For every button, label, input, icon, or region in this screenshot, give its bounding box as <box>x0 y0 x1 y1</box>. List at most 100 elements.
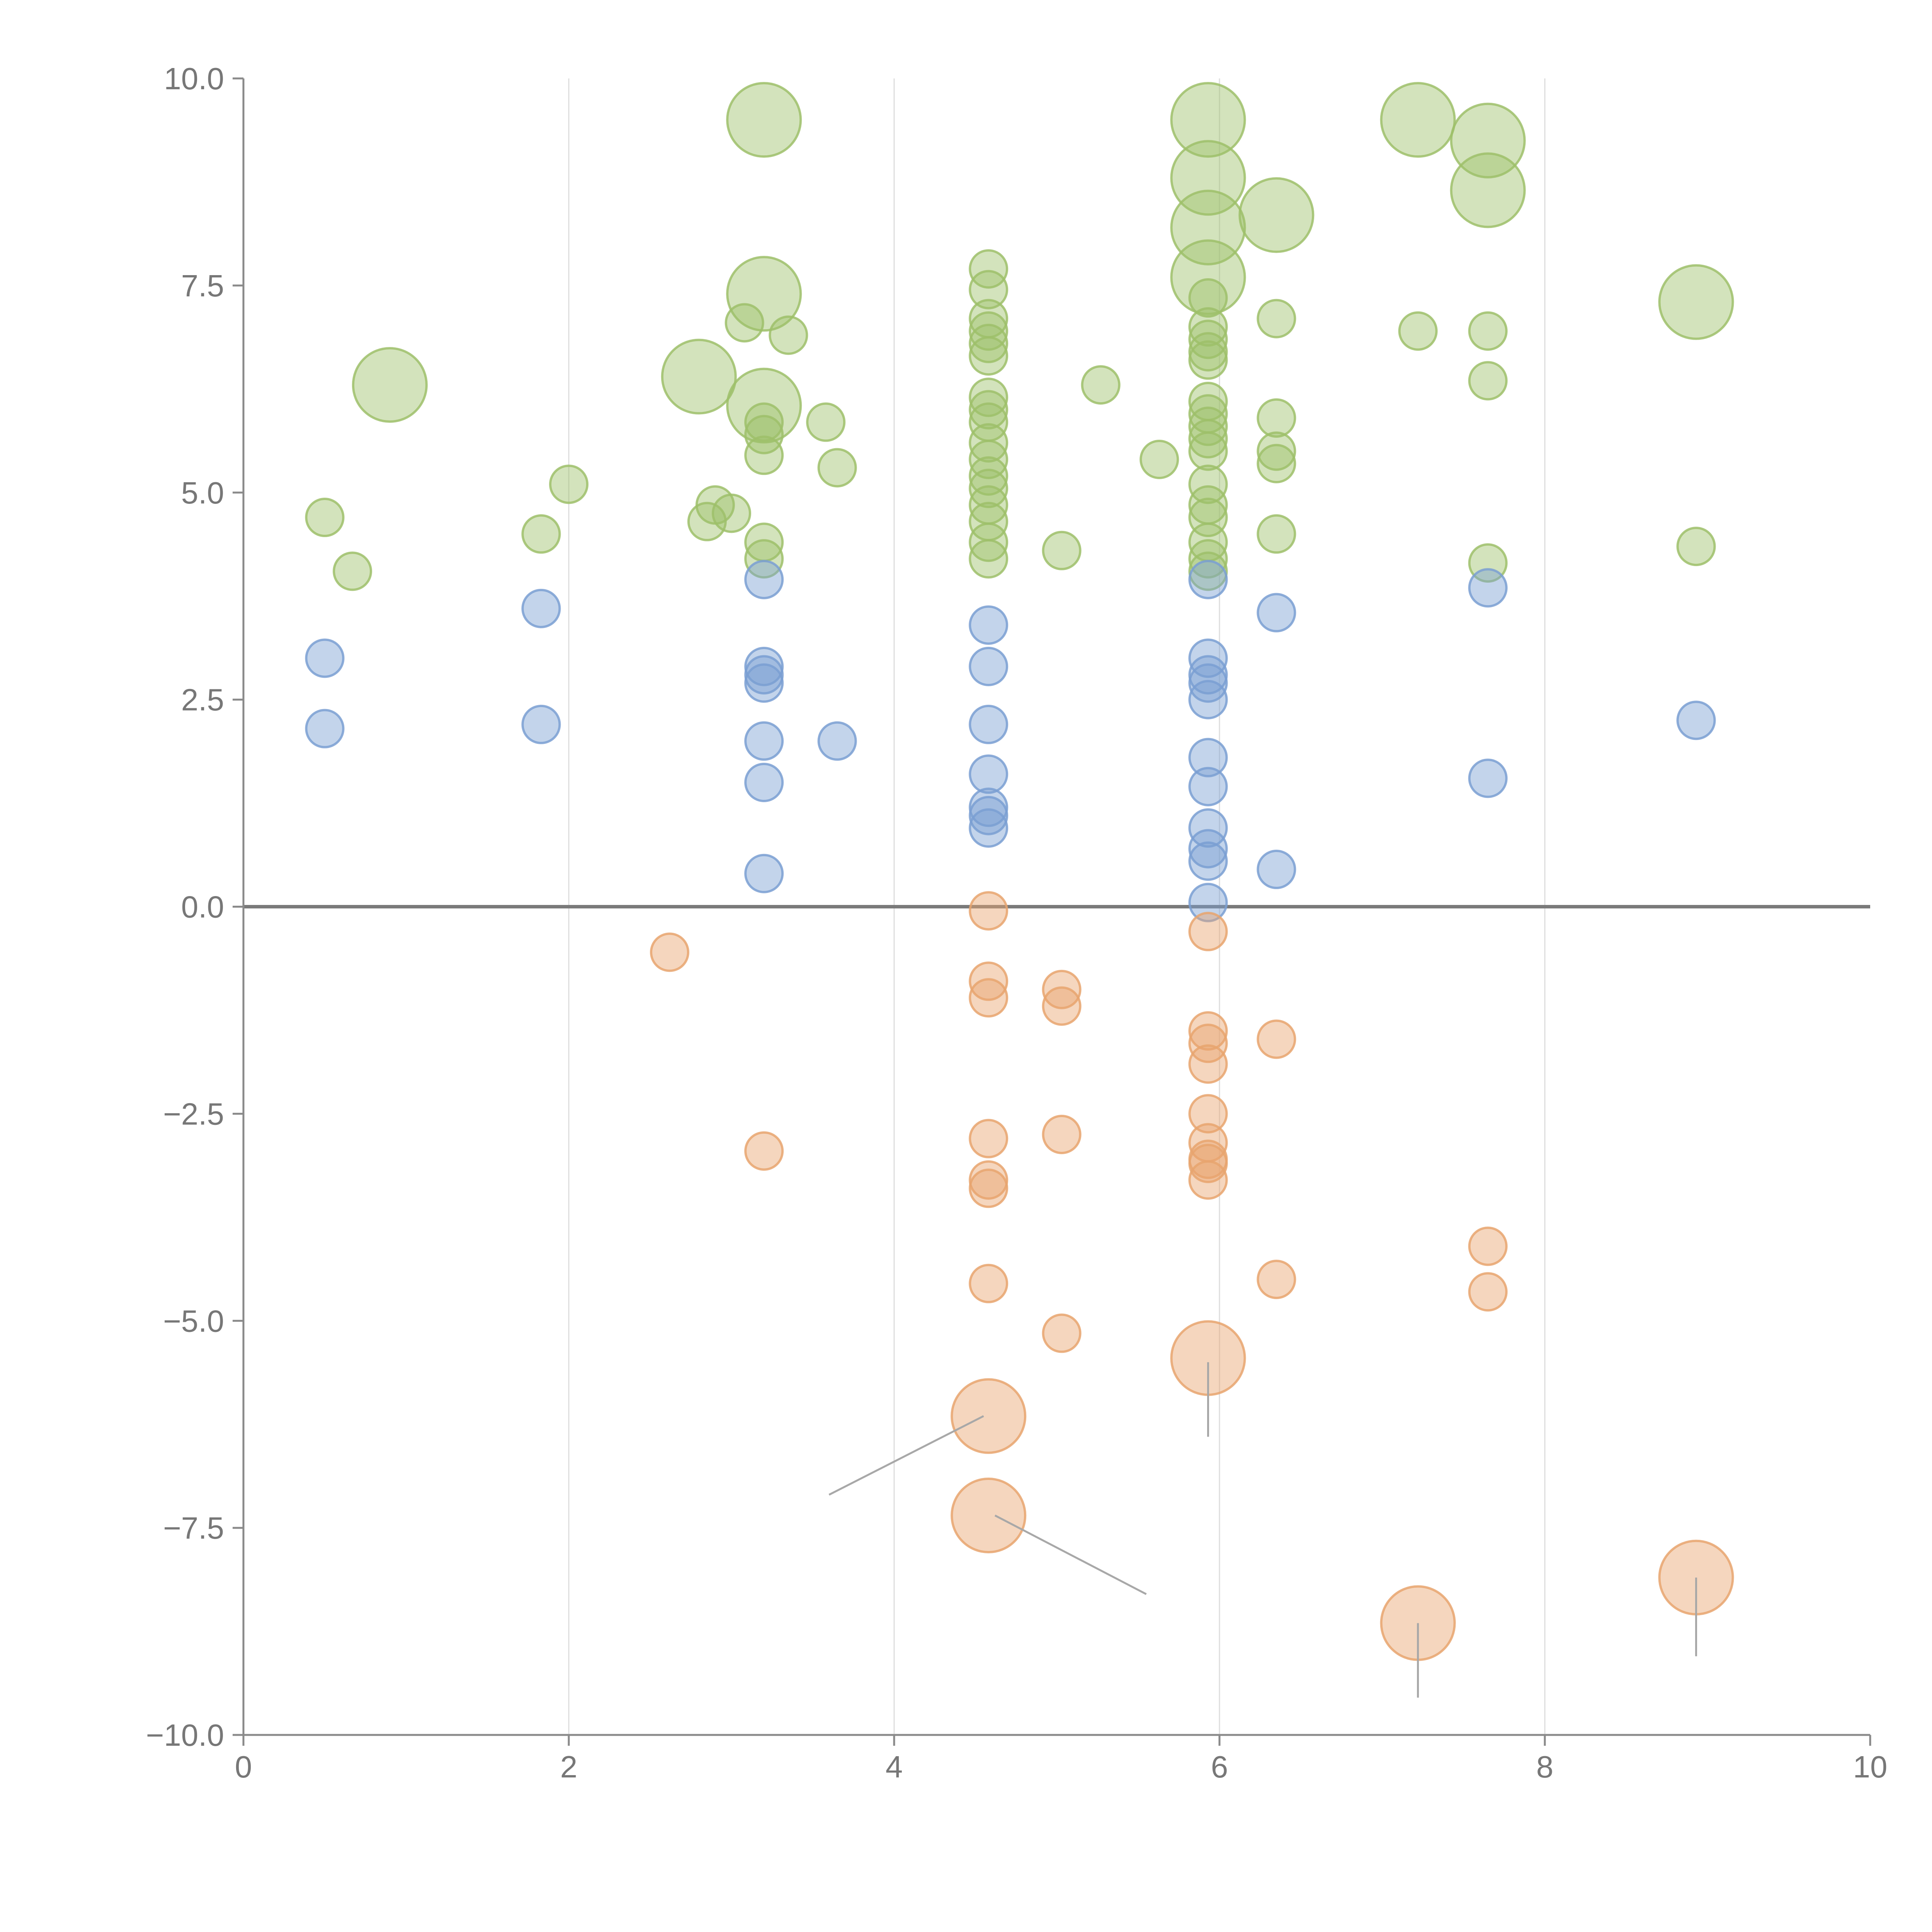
blue-point <box>744 721 784 761</box>
green-point <box>1257 299 1296 338</box>
blue-point <box>969 704 1009 744</box>
green-point <box>1380 82 1456 158</box>
y-tick-label: 10.0 <box>164 61 224 96</box>
orange-point <box>1188 1160 1228 1200</box>
green-point <box>1188 539 1228 579</box>
x-tick-label: 4 <box>886 1750 903 1784</box>
green-point <box>549 464 588 504</box>
green-point <box>969 539 1009 579</box>
blue-point <box>1188 767 1228 806</box>
blue-point <box>521 588 561 628</box>
blue-point <box>305 638 345 678</box>
blue-point <box>744 854 784 893</box>
green-point <box>969 249 1009 289</box>
green-point <box>352 347 428 423</box>
green-point <box>1188 340 1228 380</box>
green-point <box>1170 82 1246 158</box>
orange-point <box>969 891 1009 931</box>
y-tick-label: 2.5 <box>181 683 224 717</box>
y-tick-label: −7.5 <box>163 1511 224 1545</box>
blue-point <box>817 721 857 761</box>
orange-point <box>744 1131 784 1171</box>
orange-point <box>969 1264 1009 1303</box>
blue-point <box>969 754 1009 794</box>
x-tick-label: 10 <box>1853 1750 1888 1784</box>
orange-point <box>951 1378 1027 1454</box>
green-point <box>305 498 345 537</box>
x-tick-label: 6 <box>1211 1750 1228 1784</box>
orange-point <box>1042 1114 1082 1154</box>
green-point <box>1188 320 1228 359</box>
blue-point <box>521 704 561 744</box>
blue-point <box>969 796 1009 835</box>
blue-point <box>1188 841 1228 881</box>
green-point <box>1188 419 1228 459</box>
orange-point <box>969 1160 1009 1200</box>
green-point <box>1042 531 1082 570</box>
data-points <box>305 82 1734 1661</box>
green-point <box>969 390 1009 430</box>
x-tick-label: 0 <box>235 1750 252 1784</box>
y-tick-label: 0.0 <box>181 890 224 924</box>
blue-point <box>744 646 784 686</box>
blue-point <box>1188 560 1228 599</box>
green-point <box>1468 311 1508 351</box>
orange-point <box>1042 969 1082 1009</box>
y-tick-label: −5.0 <box>163 1304 224 1338</box>
green-point <box>806 402 846 442</box>
green-point <box>1658 264 1734 340</box>
green-point <box>333 551 372 591</box>
green-point <box>1081 365 1121 405</box>
blue-point <box>744 655 784 695</box>
green-point <box>969 456 1009 496</box>
blue-point <box>744 663 784 703</box>
orange-point <box>969 1119 1009 1158</box>
green-point <box>661 338 737 415</box>
green-point <box>969 423 1009 463</box>
orange-point <box>650 932 690 972</box>
y-tick-label: 7.5 <box>181 269 224 303</box>
blue-point <box>1188 680 1228 719</box>
orange-point <box>951 1477 1027 1553</box>
green-point <box>726 256 802 332</box>
green-point <box>969 522 1009 562</box>
axes: 0 2 4 6 8 10 10.0 7.5 5.0 2.5 0.0 −2.5 −5.0 −7.5 −10.0 <box>146 61 1888 1784</box>
blue-point <box>744 560 784 599</box>
orange-point <box>1257 1260 1296 1299</box>
blue-point <box>1257 850 1296 889</box>
green-point <box>1188 551 1228 591</box>
green-point <box>744 435 784 475</box>
green-point <box>969 270 1009 310</box>
orange-point <box>1468 1272 1508 1312</box>
green-point <box>969 469 1009 509</box>
orange-point <box>1257 1019 1296 1059</box>
green-point <box>817 448 857 488</box>
green-point <box>1188 431 1228 471</box>
x-tick-label: 8 <box>1536 1750 1554 1784</box>
green-point <box>724 303 764 343</box>
green-point <box>1188 332 1228 372</box>
blue-point <box>1188 808 1228 848</box>
orange-point <box>1468 1226 1508 1266</box>
green-point <box>969 440 1009 480</box>
blue-point <box>744 762 784 802</box>
blue-point <box>969 787 1009 827</box>
orange-point <box>969 1168 1009 1208</box>
blue-point <box>969 605 1009 645</box>
blue-point <box>1468 568 1508 608</box>
annotations <box>828 1362 1697 1698</box>
blue-point <box>1676 701 1716 740</box>
green-point <box>1257 444 1296 483</box>
green-point <box>1257 514 1296 554</box>
orange-point <box>1042 1313 1082 1353</box>
green-point <box>744 539 784 579</box>
green-point <box>1238 177 1315 253</box>
green-point <box>744 402 784 442</box>
x-tick-label: 2 <box>560 1750 578 1784</box>
orange-point <box>1188 1094 1228 1134</box>
y-tick-label: −10.0 <box>146 1718 224 1752</box>
y-tick-label: 5.0 <box>181 476 224 510</box>
blue-point <box>969 646 1009 686</box>
orange-point <box>1042 986 1082 1026</box>
